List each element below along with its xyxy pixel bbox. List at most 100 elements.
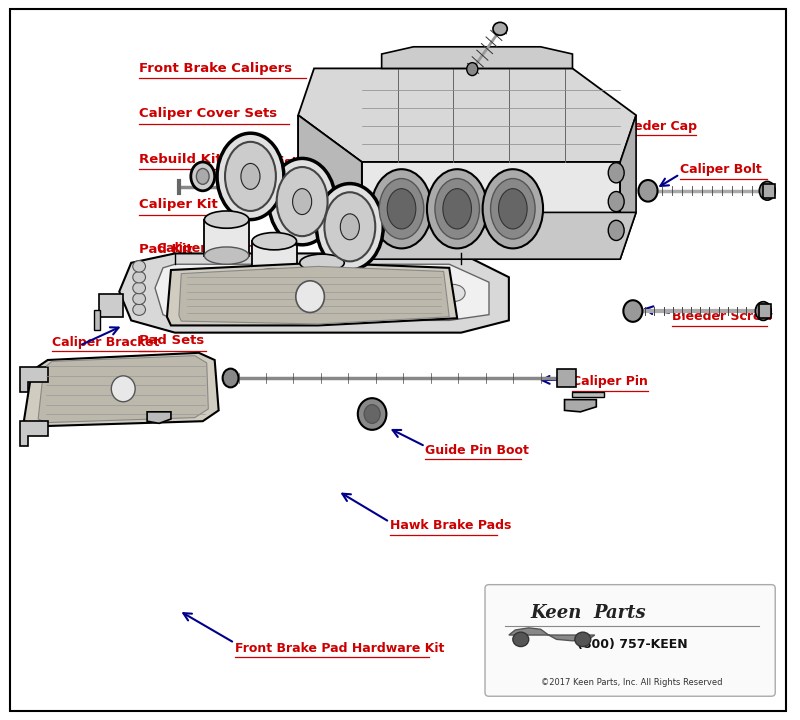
- Polygon shape: [763, 184, 775, 198]
- Polygon shape: [147, 412, 171, 423]
- Ellipse shape: [202, 284, 226, 302]
- Ellipse shape: [222, 369, 238, 387]
- Ellipse shape: [325, 192, 375, 261]
- Ellipse shape: [241, 163, 260, 189]
- Polygon shape: [155, 264, 489, 320]
- Polygon shape: [298, 115, 362, 259]
- Ellipse shape: [387, 189, 416, 229]
- Ellipse shape: [317, 184, 383, 270]
- Ellipse shape: [608, 192, 624, 212]
- Polygon shape: [300, 263, 344, 299]
- Polygon shape: [20, 421, 48, 446]
- Ellipse shape: [191, 162, 214, 191]
- Ellipse shape: [293, 189, 312, 215]
- Ellipse shape: [638, 180, 658, 202]
- Text: Bleeder Screw: Bleeder Screw: [672, 310, 773, 323]
- Bar: [557, 369, 577, 387]
- Ellipse shape: [371, 169, 432, 248]
- Text: Caliper Bolt: Caliper Bolt: [680, 163, 762, 176]
- Text: Piston Seal: Piston Seal: [271, 156, 350, 168]
- Polygon shape: [204, 220, 249, 256]
- Ellipse shape: [204, 247, 249, 264]
- Ellipse shape: [379, 179, 424, 239]
- Ellipse shape: [623, 300, 642, 322]
- Text: Caliper Kit: Caliper Kit: [139, 198, 218, 211]
- Ellipse shape: [196, 168, 209, 184]
- Ellipse shape: [204, 211, 249, 228]
- Text: Guide Pin Boot: Guide Pin Boot: [426, 444, 530, 456]
- Text: Front Brake Pad Hardware Kit: Front Brake Pad Hardware Kit: [234, 642, 444, 654]
- Polygon shape: [509, 628, 594, 641]
- Polygon shape: [573, 392, 604, 397]
- Text: Rebuild Kit: Rebuild Kit: [139, 153, 222, 166]
- Ellipse shape: [482, 169, 543, 248]
- Ellipse shape: [435, 179, 479, 239]
- Ellipse shape: [466, 63, 478, 76]
- Ellipse shape: [252, 233, 297, 250]
- Ellipse shape: [217, 133, 284, 220]
- Polygon shape: [362, 162, 620, 259]
- Ellipse shape: [269, 158, 335, 245]
- Text: Pad Kit: Pad Kit: [139, 243, 193, 256]
- Ellipse shape: [493, 22, 507, 35]
- Ellipse shape: [300, 290, 344, 307]
- Ellipse shape: [575, 632, 590, 647]
- Ellipse shape: [133, 304, 146, 315]
- Ellipse shape: [340, 214, 359, 240]
- Text: Bleeder Cap: Bleeder Cap: [612, 120, 698, 132]
- Ellipse shape: [111, 376, 135, 402]
- Text: Caliper Cover Sets: Caliper Cover Sets: [139, 107, 278, 120]
- Ellipse shape: [364, 405, 380, 423]
- Polygon shape: [38, 356, 208, 423]
- Ellipse shape: [608, 163, 624, 183]
- Polygon shape: [252, 241, 297, 277]
- Ellipse shape: [296, 281, 325, 312]
- Ellipse shape: [759, 181, 775, 200]
- Ellipse shape: [513, 632, 529, 647]
- Ellipse shape: [608, 220, 624, 240]
- Polygon shape: [119, 253, 509, 333]
- Text: Caliper Piston: Caliper Piston: [157, 242, 254, 255]
- Ellipse shape: [133, 261, 146, 272]
- Polygon shape: [565, 400, 596, 412]
- Ellipse shape: [133, 293, 146, 305]
- Ellipse shape: [443, 189, 471, 229]
- Ellipse shape: [358, 398, 386, 430]
- Text: Parts: Parts: [594, 605, 646, 622]
- Polygon shape: [94, 310, 100, 330]
- Polygon shape: [382, 47, 573, 68]
- Text: ©2017 Keen Parts, Inc. All Rights Reserved: ©2017 Keen Parts, Inc. All Rights Reserv…: [542, 678, 723, 687]
- Ellipse shape: [133, 282, 146, 294]
- Text: Pad Sets: Pad Sets: [139, 334, 204, 347]
- Ellipse shape: [252, 269, 297, 286]
- Ellipse shape: [282, 284, 306, 302]
- Text: Caliper Pin: Caliper Pin: [573, 375, 648, 388]
- Ellipse shape: [300, 254, 344, 271]
- Polygon shape: [620, 115, 636, 259]
- Polygon shape: [24, 353, 218, 426]
- Polygon shape: [298, 68, 636, 162]
- Text: Hawk Brake Pads: Hawk Brake Pads: [390, 519, 511, 532]
- Ellipse shape: [277, 167, 327, 236]
- FancyBboxPatch shape: [485, 585, 775, 696]
- Text: Caliper Bracket: Caliper Bracket: [52, 336, 159, 348]
- Text: Front Brake Calipers: Front Brake Calipers: [139, 62, 292, 75]
- Polygon shape: [759, 304, 771, 318]
- Polygon shape: [179, 266, 450, 324]
- Ellipse shape: [490, 179, 535, 239]
- Polygon shape: [99, 294, 123, 317]
- Ellipse shape: [133, 271, 146, 283]
- Polygon shape: [298, 115, 362, 259]
- Text: Keen: Keen: [531, 605, 582, 622]
- Ellipse shape: [362, 284, 386, 302]
- Polygon shape: [167, 263, 457, 325]
- Ellipse shape: [498, 189, 527, 229]
- Polygon shape: [298, 212, 636, 259]
- Ellipse shape: [225, 142, 276, 211]
- Ellipse shape: [755, 302, 771, 320]
- Text: Z06 Brake Calipers: Z06 Brake Calipers: [139, 289, 281, 302]
- Ellipse shape: [442, 284, 465, 302]
- Text: (800) 757-KEEN: (800) 757-KEEN: [577, 638, 687, 651]
- Ellipse shape: [427, 169, 487, 248]
- Polygon shape: [20, 367, 48, 392]
